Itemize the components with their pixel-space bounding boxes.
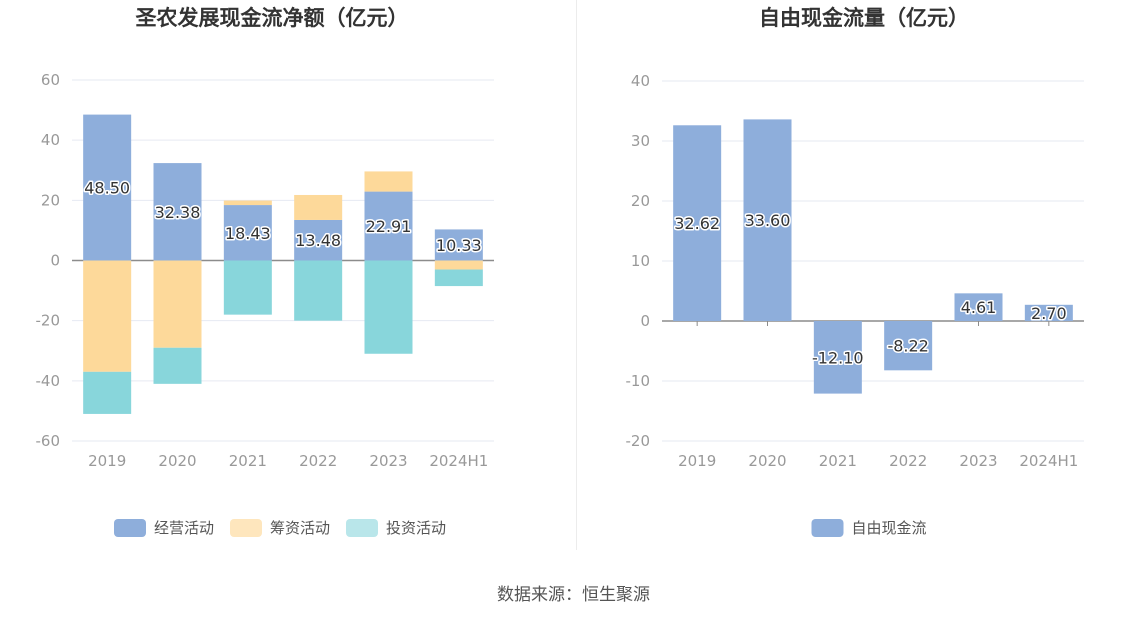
y-tick-label: 20	[631, 192, 650, 210]
bar-筹资活动-2021[interactable]	[223, 200, 272, 206]
y-tick-label: 0	[50, 252, 60, 270]
bar-自由现金流-2019[interactable]	[673, 125, 722, 321]
x-tick-label: 2020	[158, 452, 196, 470]
x-tick-label: 2021	[819, 452, 857, 470]
legend-item-经营活动[interactable]: 经营活动	[114, 519, 214, 537]
bar-筹资活动-2022[interactable]	[294, 194, 343, 220]
data-label: 32.62	[674, 214, 720, 233]
bar-自由现金流-2024H1[interactable]	[1024, 304, 1073, 321]
legend-label: 自由现金流	[852, 519, 927, 537]
bar-经营活动-2022[interactable]	[294, 219, 343, 261]
chart-title: 自由现金流量（亿元）	[759, 6, 969, 30]
x-tick-label: 2022	[299, 452, 337, 470]
bar-自由现金流-2021[interactable]	[813, 321, 862, 394]
x-tick-label: 2023	[959, 452, 997, 470]
bar-筹资活动-2020[interactable]	[153, 260, 202, 348]
legend-swatch	[230, 519, 262, 537]
x-tick-label: 2023	[369, 452, 407, 470]
x-tick-label: 2024H1	[429, 452, 488, 470]
data-source-label: 数据来源：恒生聚源	[497, 585, 650, 605]
bar-投资活动-2022[interactable]	[294, 260, 343, 321]
y-tick-label: 30	[631, 132, 650, 150]
legend-item-投资活动[interactable]: 投资活动	[346, 519, 446, 537]
x-tick-label: 2019	[88, 452, 126, 470]
data-label: 4.61	[961, 298, 997, 317]
y-tick-label: -10	[626, 372, 651, 390]
x-tick-label: 2021	[229, 452, 267, 470]
bar-自由现金流-2020[interactable]	[743, 119, 792, 322]
y-tick-label: 0	[640, 312, 650, 330]
y-tick-label: -60	[36, 432, 61, 450]
y-tick-label: -20	[36, 312, 61, 330]
x-tick-label: 2024H1	[1019, 452, 1078, 470]
y-tick-label: -40	[36, 372, 61, 390]
bar-投资活动-2020[interactable]	[153, 347, 202, 384]
legend-label: 筹资活动	[270, 519, 330, 537]
chart-title: 圣农发展现金流净额（亿元）	[136, 6, 409, 30]
data-label: 32.38	[155, 203, 201, 222]
legend-item-筹资活动[interactable]: 筹资活动	[230, 519, 330, 537]
x-tick-label: 2019	[678, 452, 716, 470]
chart-divider	[576, 0, 577, 550]
bar-筹资活动-2019[interactable]	[83, 260, 132, 372]
x-tick-label: 2022	[889, 452, 927, 470]
legend-item-自由现金流[interactable]: 自由现金流	[811, 519, 927, 537]
data-label: 33.60	[745, 211, 791, 230]
data-label: 10.33	[436, 236, 482, 255]
y-tick-label: 10	[631, 252, 650, 270]
bar-经营活动-2023[interactable]	[364, 191, 413, 261]
bar-投资活动-2024H1[interactable]	[434, 269, 483, 287]
bar-经营活动-2021[interactable]	[223, 205, 272, 261]
legend-label: 投资活动	[386, 519, 446, 537]
y-tick-label: 40	[41, 131, 60, 149]
bar-投资活动-2023[interactable]	[364, 260, 413, 354]
y-tick-label: 20	[41, 191, 60, 209]
bar-自由现金流-2022[interactable]	[884, 321, 933, 371]
data-label: -12.10	[812, 348, 864, 367]
data-label: 48.50	[84, 179, 130, 198]
bar-经营活动-2019[interactable]	[83, 114, 132, 261]
bar-投资活动-2019[interactable]	[83, 371, 132, 414]
legend-swatch	[346, 519, 378, 537]
cash-flow-net-chart: 圣农发展现金流净额（亿元） 60 40 20 0 -20 -40 -60 2019 48.50…	[36, 6, 494, 537]
y-tick-label: -20	[626, 432, 651, 450]
legend-label: 经营活动	[154, 519, 214, 537]
data-label: 13.48	[295, 231, 341, 250]
y-tick-label: 40	[631, 72, 650, 90]
free-cash-flow-chart: 自由现金流量（亿元） 40 30 20 10 0 -10 -20 2019 32.62 2020…	[626, 6, 1084, 537]
data-label: -8.22	[887, 337, 928, 356]
y-tick-label: 60	[41, 71, 60, 89]
data-label: 22.91	[366, 217, 412, 236]
bar-筹资活动-2023[interactable]	[364, 171, 413, 192]
legend-swatch	[811, 519, 844, 537]
x-tick-label: 2020	[748, 452, 786, 470]
legend-swatch	[114, 519, 146, 537]
bar-自由现金流-2023[interactable]	[954, 293, 1003, 321]
data-label: 18.43	[225, 224, 271, 243]
bar-筹资活动-2024H1[interactable]	[434, 260, 483, 270]
bar-投资活动-2021[interactable]	[223, 260, 272, 315]
bar-经营活动-2024H1[interactable]	[434, 229, 483, 261]
data-label: 2.70	[1031, 304, 1067, 323]
bar-经营活动-2020[interactable]	[153, 163, 202, 261]
